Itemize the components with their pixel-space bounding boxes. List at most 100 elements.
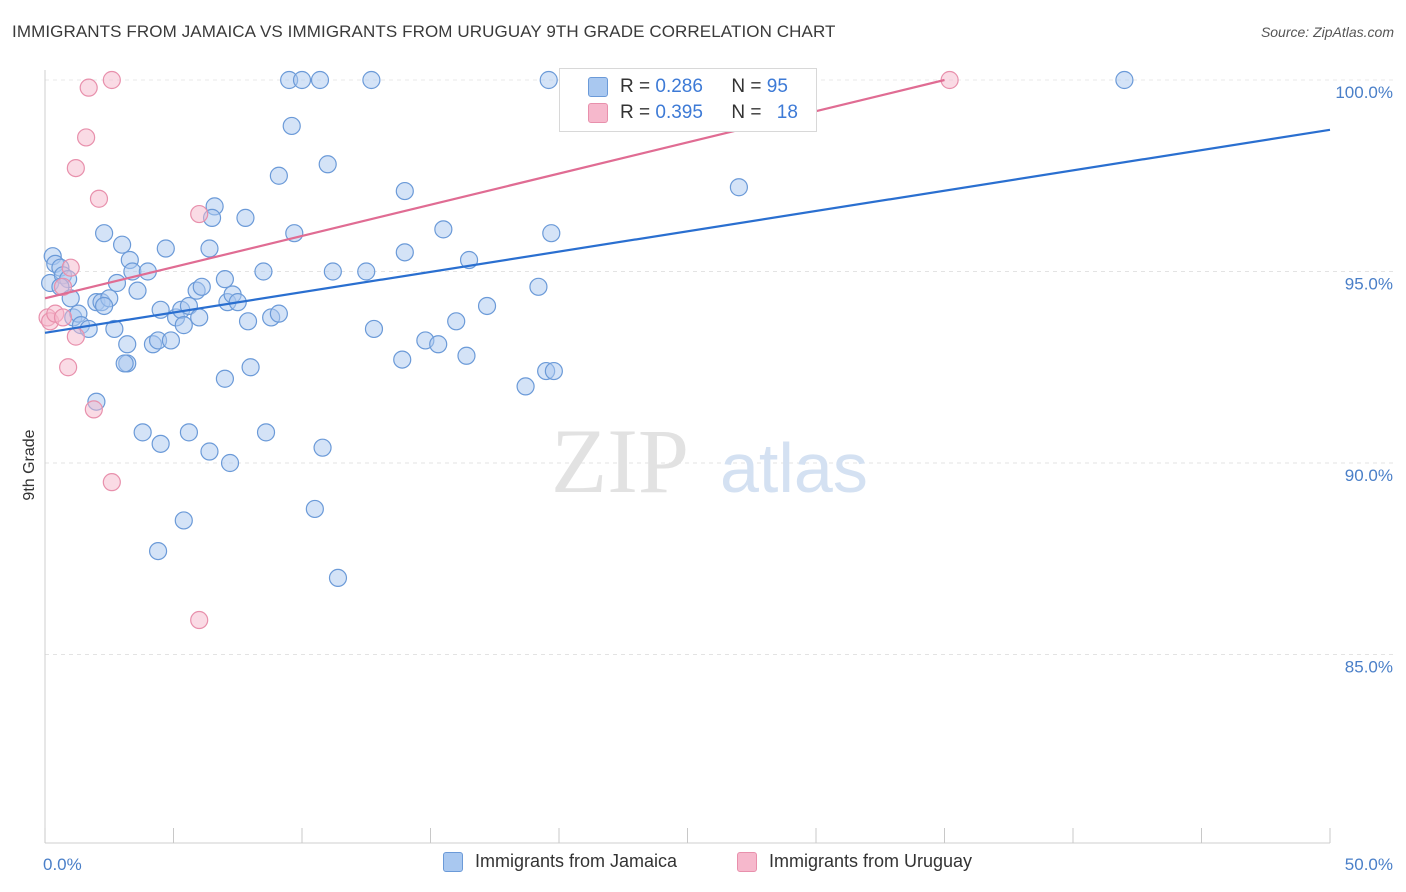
jamaica-point xyxy=(357,262,376,281)
source-label: Source: ZipAtlas.com xyxy=(1260,24,1394,40)
uruguay-point xyxy=(89,189,109,208)
jamaica-point xyxy=(310,70,330,90)
x-tick-label: 50.0% xyxy=(1345,855,1393,874)
uruguay-point xyxy=(77,128,96,147)
jamaica-point xyxy=(112,235,132,254)
jamaica-point xyxy=(313,438,332,457)
series-uruguay-points xyxy=(38,70,959,630)
jamaica-point xyxy=(434,220,453,239)
jamaica-point xyxy=(95,296,114,316)
jamaica-point xyxy=(292,70,312,90)
jamaica-point xyxy=(395,243,414,262)
legend-r-label: R = xyxy=(620,76,656,97)
jamaica-point xyxy=(516,377,535,396)
uruguay-point xyxy=(190,610,209,630)
uruguay-point xyxy=(61,258,80,277)
jamaica-point xyxy=(190,308,209,327)
watermark: ZIP atlas xyxy=(551,410,868,512)
uruguay-point xyxy=(102,473,121,492)
legend-n-label: N = xyxy=(731,76,767,97)
chart-title: IMMIGRANTS FROM JAMAICA VS IMMIGRANTS FR… xyxy=(12,22,836,41)
jamaica-point xyxy=(362,70,381,90)
x-tick-label: 0.0% xyxy=(43,855,82,874)
uruguay-point xyxy=(66,327,85,346)
jamaica-point xyxy=(118,335,137,354)
jamaica-point xyxy=(156,239,175,258)
jamaica-point xyxy=(95,224,114,243)
jamaica-point xyxy=(215,270,234,289)
axes xyxy=(44,70,1331,844)
jamaica-point xyxy=(254,262,273,281)
jamaica-point xyxy=(215,369,234,388)
legend-r-value-jamaica: 0.286 xyxy=(655,76,703,97)
uruguay-point xyxy=(102,70,121,90)
jamaica-point xyxy=(200,442,219,461)
legend-swatch-jamaica xyxy=(588,77,608,97)
bottom-legend-swatch-jamaica xyxy=(443,851,463,872)
watermark-zip: ZIP xyxy=(551,410,689,512)
uruguay-point xyxy=(79,78,98,97)
y-tick-label: 95.0% xyxy=(1345,275,1393,294)
jamaica-point xyxy=(729,178,749,197)
uruguay-point xyxy=(66,158,85,178)
bottom-legend-uruguay: Immigrants from Uruguay xyxy=(737,851,972,872)
uruguay-point xyxy=(84,400,103,419)
y-tick-label: 100.0% xyxy=(1335,83,1393,102)
legend-n-value-uruguay: 18 xyxy=(776,102,798,123)
jamaica-point xyxy=(282,116,301,136)
legend-n-label: N = xyxy=(731,102,767,123)
jamaica-point xyxy=(542,224,561,243)
uruguay-point xyxy=(59,358,78,377)
jamaica-point xyxy=(174,316,193,335)
jamaica-point xyxy=(447,312,466,331)
legend-swatch-uruguay xyxy=(588,103,608,123)
jamaica-point xyxy=(328,568,348,588)
bottom-legend-label-jamaica: Immigrants from Jamaica xyxy=(475,851,678,871)
jamaica-point xyxy=(457,346,476,365)
jamaica-point xyxy=(429,335,448,354)
jamaica-point xyxy=(148,541,168,561)
jamaica-point xyxy=(1115,70,1134,90)
jamaica-point xyxy=(539,70,558,90)
trend-line-jamaica xyxy=(44,128,1331,334)
tick-labels: 85.0% 90.0% 95.0% 100.0% 0.0% 50.0% xyxy=(43,83,1393,874)
jamaica-point xyxy=(364,319,384,339)
uruguay-point xyxy=(53,308,73,327)
legend: R = 0.286 N = 95 R = 0.395 N = 18 xyxy=(559,68,817,132)
jamaica-point xyxy=(236,208,255,227)
watermark-atlas: atlas xyxy=(720,429,868,507)
legend-row-uruguay: R = 0.395 N = 18 xyxy=(560,100,798,126)
jamaica-point xyxy=(256,423,276,442)
y-tick-label: 90.0% xyxy=(1345,466,1393,485)
jamaica-point xyxy=(133,423,152,442)
jamaica-point xyxy=(238,312,258,331)
jamaica-point xyxy=(128,281,147,300)
y-axis-label: 9th Grade xyxy=(21,429,38,500)
legend-r-value-uruguay: 0.395 xyxy=(655,102,703,123)
bottom-legend-swatch-uruguay xyxy=(737,851,757,872)
legend-n-value-jamaica: 95 xyxy=(766,76,788,97)
legend-row-jamaica: R = 0.286 N = 95 xyxy=(560,74,788,100)
jamaica-point xyxy=(241,358,260,377)
bottom-legend-jamaica: Immigrants from Jamaica xyxy=(443,851,677,872)
jamaica-point xyxy=(192,277,211,296)
jamaica-point xyxy=(269,304,288,323)
jamaica-point xyxy=(174,511,193,530)
jamaica-point xyxy=(200,239,219,258)
jamaica-point xyxy=(269,166,288,185)
jamaica-point xyxy=(105,319,124,339)
jamaica-point xyxy=(161,331,181,350)
jamaica-point xyxy=(544,361,563,381)
jamaica-point xyxy=(179,423,199,442)
jamaica-point xyxy=(115,354,134,373)
uruguay-point xyxy=(190,204,209,224)
jamaica-point xyxy=(318,155,337,174)
jamaica-point xyxy=(220,453,240,473)
legend-r-label: R = xyxy=(620,102,656,123)
jamaica-point xyxy=(395,181,414,201)
uruguay-point xyxy=(53,277,73,296)
jamaica-point xyxy=(393,350,412,369)
bottom-legend-label-uruguay: Immigrants from Uruguay xyxy=(769,851,973,871)
y-tick-label: 85.0% xyxy=(1345,658,1393,677)
